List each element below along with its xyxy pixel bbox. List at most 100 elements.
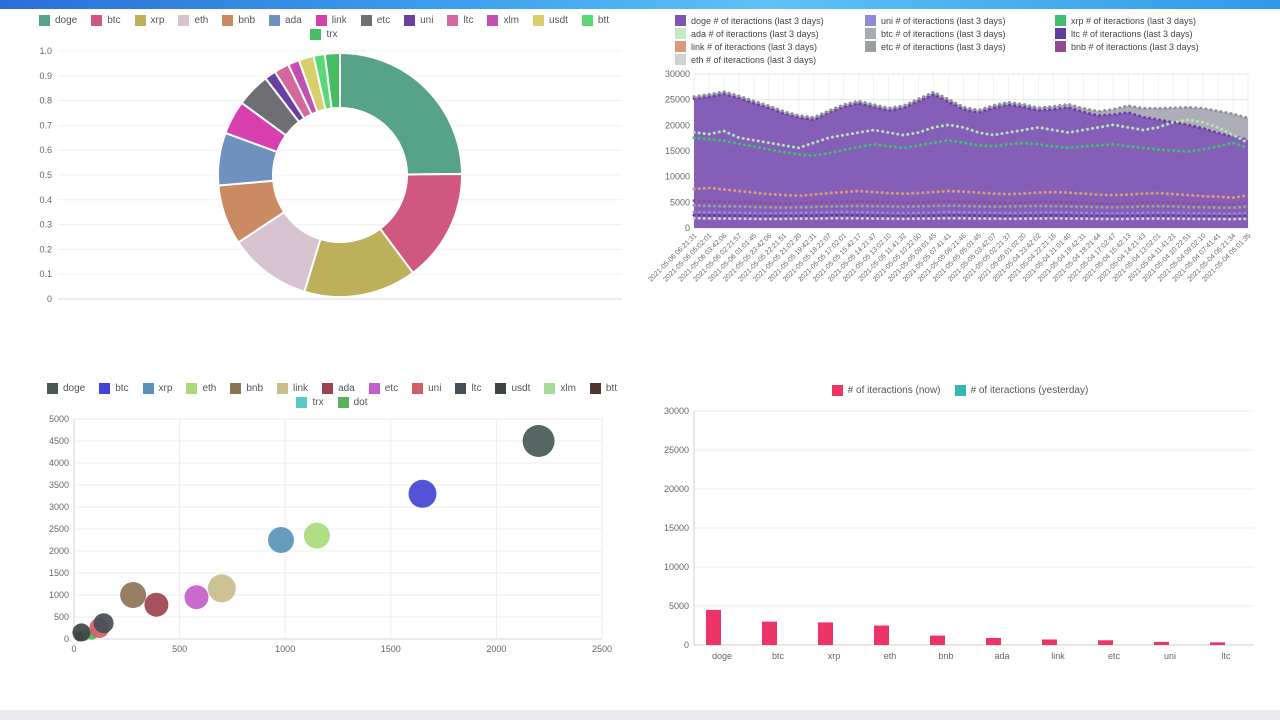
legend-item-uni[interactable]: uni [412, 383, 441, 394]
bubble-usdt[interactable] [72, 623, 91, 642]
legend-item-trx[interactable]: trx [310, 29, 338, 40]
legend-item-etc[interactable]: etc [360, 15, 390, 26]
bar-now-xrp[interactable] [818, 622, 833, 645]
legend-item-yesterday[interactable]: # of iteractions (yesterday) [954, 385, 1088, 396]
dots-eth[interactable] [692, 216, 1250, 221]
legend-item-link[interactable]: link [315, 15, 347, 26]
legend-item-doge[interactable]: doge [46, 383, 86, 394]
stacked-area-chart-canvas[interactable]: 0 5000 10000 15000 20000 25000 30000 2021-05-06… [648, 68, 1272, 320]
legend-item-btc[interactable]: btc [91, 15, 121, 26]
legend-item-usdt[interactable]: usdt [533, 15, 568, 26]
legend-label: btc # of iteractions (last 3 days) [881, 28, 1006, 39]
legend-item-link[interactable]: link [277, 383, 308, 394]
legend-item-btc[interactable]: btc [99, 383, 129, 394]
legend-item-btc[interactable]: btc # of iteractions (last 3 days) [865, 28, 1047, 39]
bubble-link[interactable] [207, 574, 236, 603]
doughnut-slice-trx[interactable] [323, 51, 341, 110]
legend-item-xlm[interactable]: xlm [544, 383, 576, 394]
area-doge[interactable] [694, 94, 1248, 228]
bar-now-etc[interactable] [1098, 640, 1113, 645]
legend-item-eth[interactable]: eth # of iteractions (last 3 days) [675, 54, 857, 65]
legend-label: uni [428, 383, 442, 394]
legend-item-uni[interactable]: uni # of iteractions (last 3 days) [865, 15, 1047, 26]
svg-text:1500: 1500 [381, 644, 401, 654]
dots-link[interactable] [692, 186, 1250, 200]
btc-legend-swatch [865, 28, 876, 39]
legend-item-doge[interactable]: doge # of iteractions (last 3 days) [675, 15, 857, 26]
legend-item-etc[interactable]: etc [368, 383, 398, 394]
legend-label: ada [338, 383, 355, 394]
legend-item-bnb[interactable]: bnb [230, 383, 263, 394]
dots-bnb[interactable] [692, 199, 1250, 207]
bnb-legend-swatch [1055, 41, 1066, 52]
ada-legend-swatch [269, 15, 281, 26]
bar-now-doge[interactable] [706, 609, 721, 645]
edge-dots-btc[interactable] [692, 90, 1250, 120]
legend-item-ada[interactable]: ada # of iteractions (last 3 days) [675, 28, 857, 39]
legend-item-trx[interactable]: trx [296, 397, 324, 408]
legend-item-eth[interactable]: eth [186, 383, 216, 394]
legend-item-btt[interactable]: btt [589, 383, 618, 394]
bar-now-eth[interactable] [874, 625, 889, 646]
dots-ada[interactable] [692, 118, 1250, 150]
bubble-xrp[interactable] [268, 527, 294, 553]
legend-item-now[interactable]: # of iteractions (now) [831, 385, 941, 396]
legend-item-dot[interactable]: dot [337, 397, 368, 408]
doughnut-chart-canvas[interactable]: 1.0 0.9 0.8 0.7 0.6 0.5 0.4 0.3 0.2 0.1 0 [18, 43, 630, 307]
bar-now-ada[interactable] [986, 638, 1001, 645]
legend-item-xrp[interactable]: xrp [142, 383, 172, 394]
legend-item-etc[interactable]: etc # of iteractions (last 3 days) [865, 41, 1047, 52]
bubble-grid: 0500100015002000250030003500400045005000… [49, 414, 612, 654]
bubble-chart-canvas[interactable]: 0500100015002000250030003500400045005000… [36, 411, 628, 669]
edge-dots-doge[interactable] [692, 92, 1250, 142]
bar-now-ltc[interactable] [1210, 642, 1225, 645]
svg-text:0.9: 0.9 [39, 71, 52, 81]
bubble-bnb[interactable] [120, 582, 147, 608]
etc-legend-swatch [865, 41, 876, 52]
bubble-ada[interactable] [144, 592, 169, 617]
legend-label: eth [202, 383, 217, 394]
legend-item-bnb[interactable]: bnb # of iteractions (last 3 days) [1055, 41, 1237, 52]
legend-item-ltc[interactable]: ltc [455, 383, 481, 394]
svg-text:2500: 2500 [592, 644, 612, 654]
legend-label: btt [605, 383, 618, 394]
bubble-eth[interactable] [303, 522, 330, 549]
legend-item-bnb[interactable]: bnb [222, 15, 255, 26]
bar-now-bnb[interactable] [930, 635, 945, 645]
legend-item-doge[interactable]: doge [38, 15, 77, 26]
bubble-etc[interactable] [184, 585, 209, 610]
legend-item-usdt[interactable]: usdt [495, 383, 530, 394]
legend-item-ada[interactable]: ada [322, 383, 355, 394]
bar-now-link[interactable] [1042, 639, 1057, 646]
legend-item-ltc[interactable]: ltc [447, 15, 473, 26]
bubble-chart-panel: doge btc xrp eth bnb link ada etc uni ltc usdt xlm b… [36, 380, 628, 676]
doughnut-slice-doge[interactable] [339, 51, 464, 176]
dots-uni[interactable] [692, 210, 1250, 216]
legend-label: doge [62, 383, 86, 394]
legend-item-eth[interactable]: eth [178, 15, 208, 26]
bar-chart-canvas[interactable]: 0 5000 10000 15000 20000 25000 30000 doge btc xrp… [648, 399, 1272, 679]
legend-label: link [293, 383, 309, 394]
svg-text:uni: uni [1164, 651, 1176, 661]
bubble-ltc[interactable] [93, 613, 114, 634]
bubble-legend: doge btc xrp eth bnb link ada etc uni ltc usdt xlm b… [36, 380, 628, 411]
dots-etc[interactable] [692, 203, 1250, 210]
legend-label: link # of iteractions (last 3 days) [691, 41, 818, 52]
bar-now-btc[interactable] [762, 621, 777, 645]
legend-item-btt[interactable]: btt [581, 15, 609, 26]
legend-item-xrp[interactable]: xrp [134, 15, 164, 26]
legend-item-xrp[interactable]: xrp # of iteractions (last 3 days) [1055, 15, 1237, 26]
dots-xrp[interactable] [692, 136, 1250, 158]
bubble-btc[interactable] [408, 479, 437, 508]
legend-item-uni[interactable]: uni [404, 15, 433, 26]
bubble-doge[interactable] [522, 425, 555, 457]
bar-now-uni[interactable] [1154, 641, 1169, 645]
legend-item-link[interactable]: link # of iteractions (last 3 days) [675, 41, 857, 52]
svg-text:3500: 3500 [49, 480, 69, 490]
legend-item-ada[interactable]: ada [269, 15, 302, 26]
ltc-legend-swatch [447, 15, 459, 26]
legend-item-ltc[interactable]: ltc # of iteractions (last 3 days) [1055, 28, 1237, 39]
legend-item-xlm[interactable]: xlm [487, 15, 519, 26]
dots-ltc[interactable] [692, 213, 1250, 218]
xlm-legend-swatch [544, 383, 556, 394]
